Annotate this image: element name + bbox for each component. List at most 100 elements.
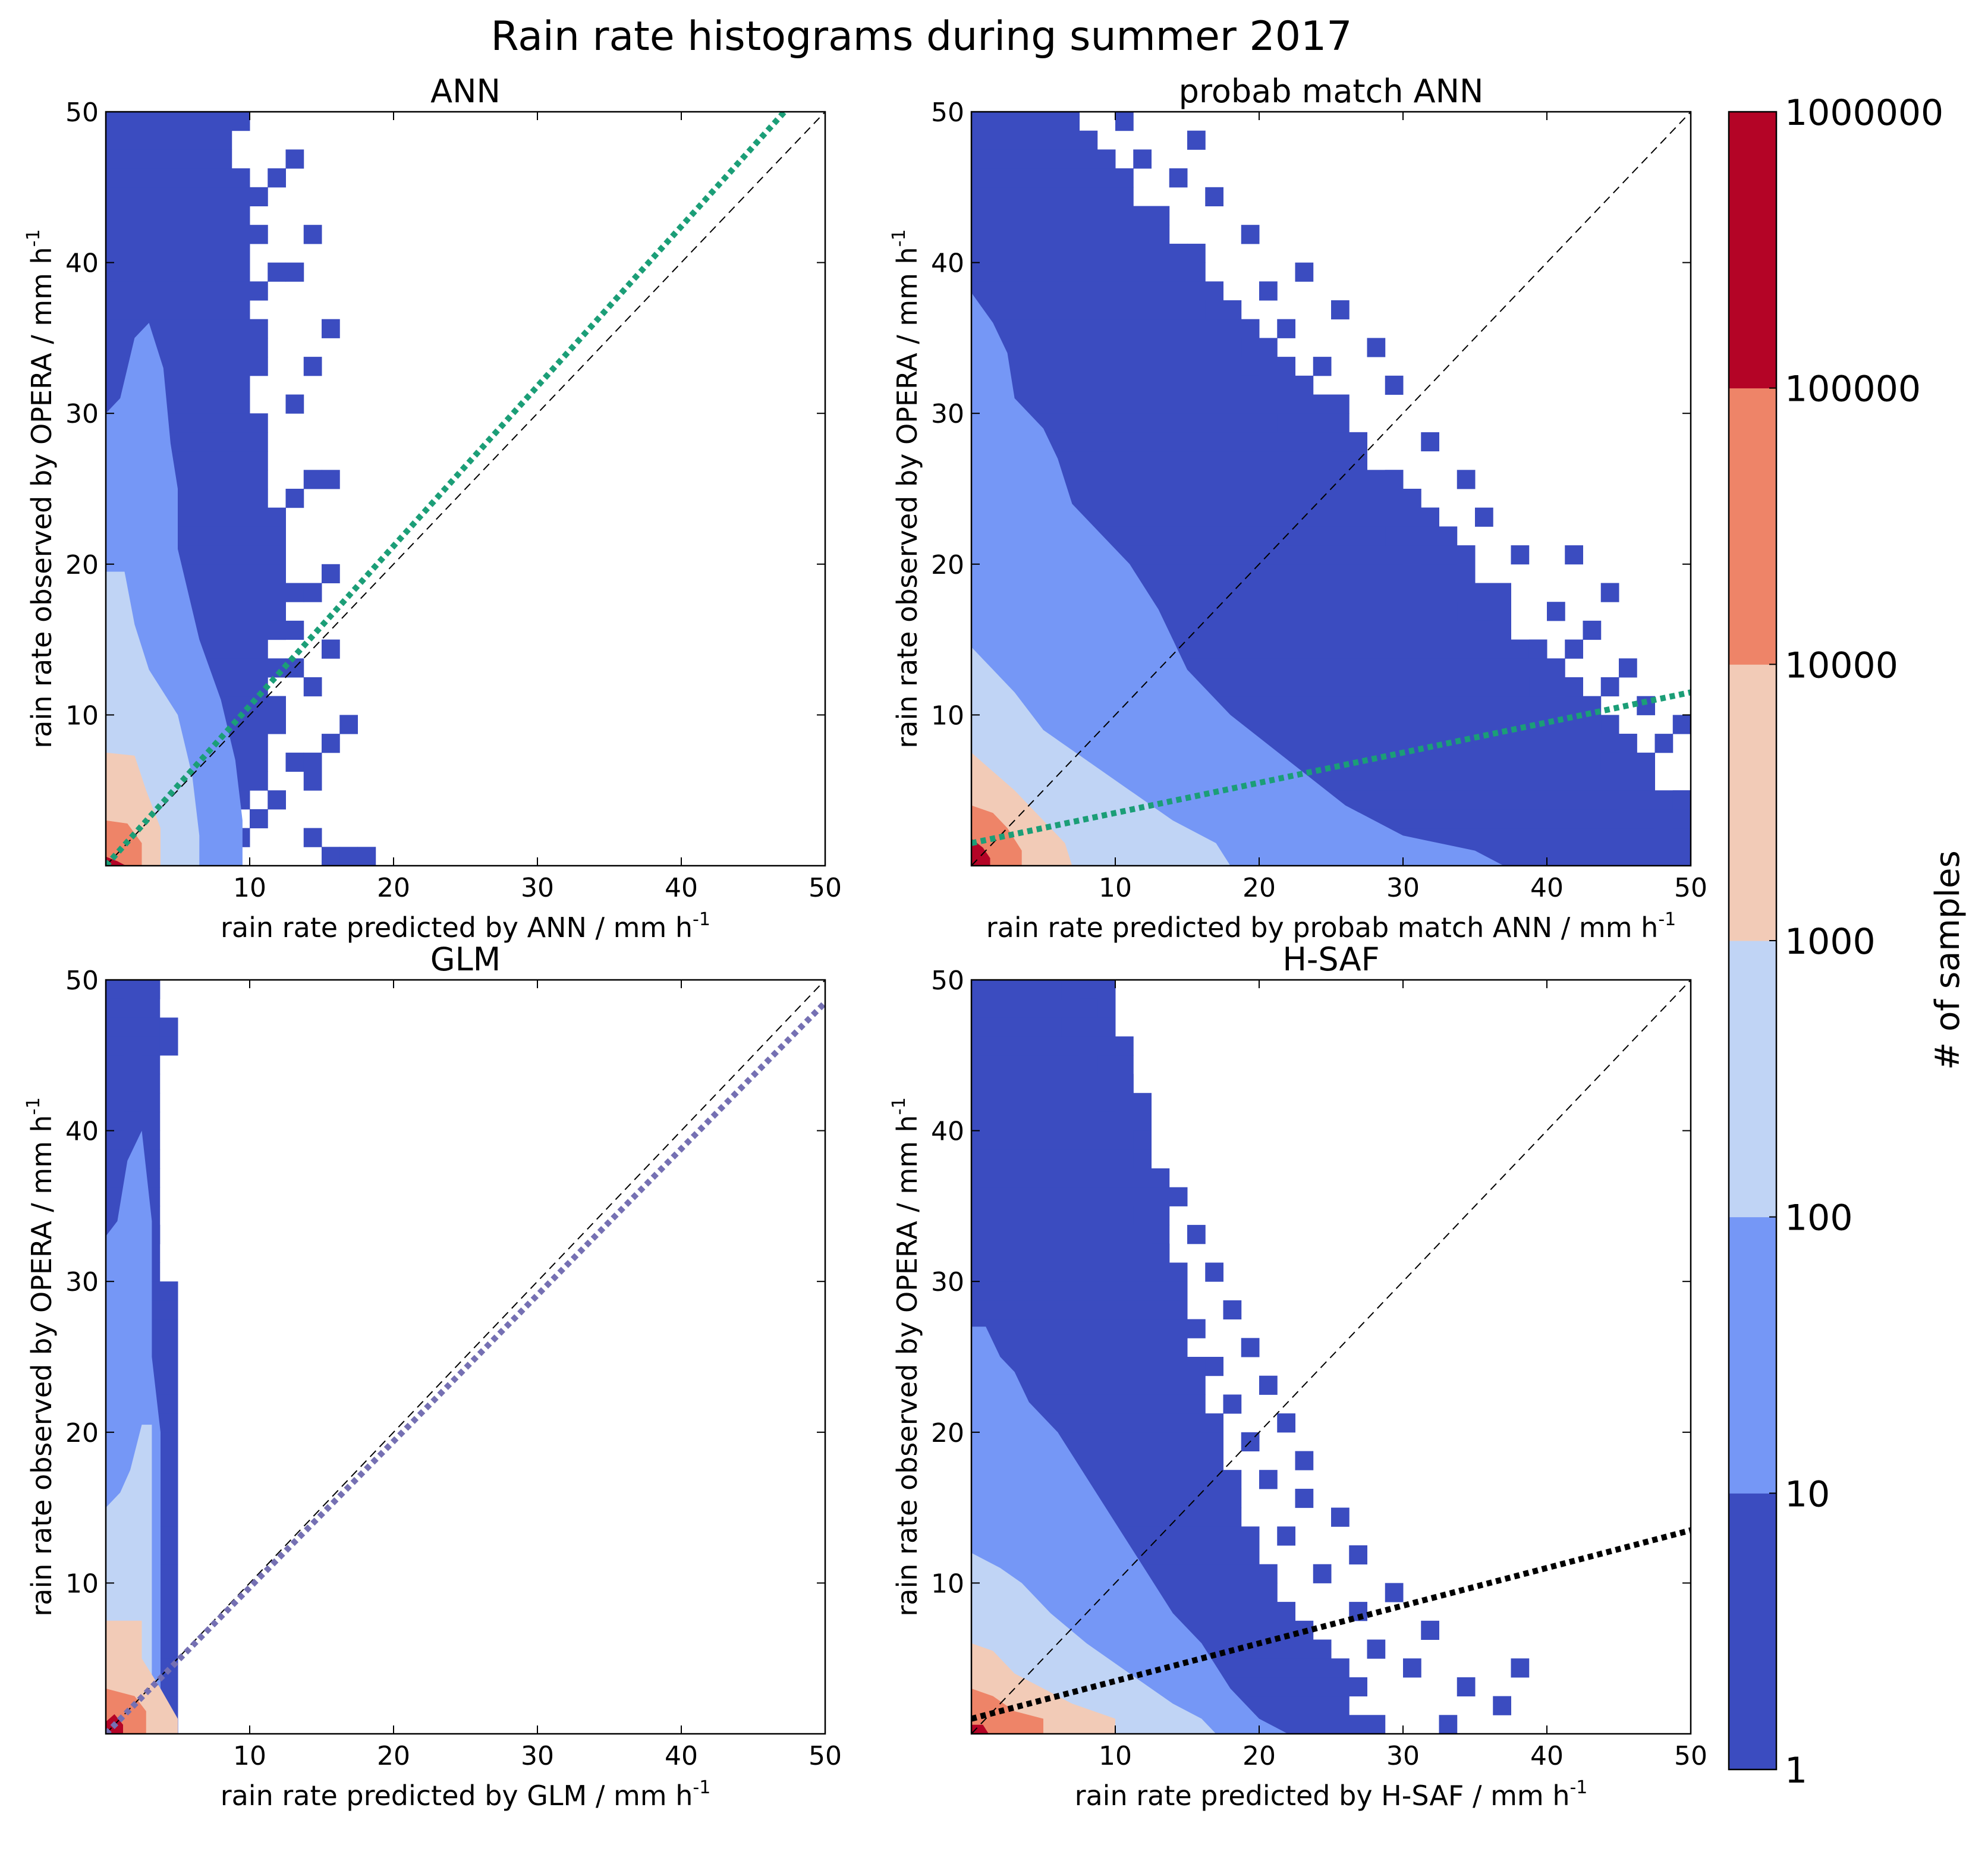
x-tick-label: 40 xyxy=(665,873,698,903)
heatmap-cell xyxy=(268,696,286,715)
colorbar-tick-label: 1000000 xyxy=(1785,92,1943,134)
heatmap-cell xyxy=(303,771,322,791)
heatmap-cell xyxy=(1367,1639,1386,1659)
y-tick-label: 30 xyxy=(931,1267,964,1297)
heatmap-cell xyxy=(285,752,304,772)
heatmap-cell xyxy=(124,1111,142,1131)
panel-title: ANN xyxy=(430,73,501,110)
x-axis-label: rain rate predicted by H-SAF / mm h-1 xyxy=(1075,1777,1588,1812)
heatmap-cell xyxy=(1169,1281,1188,1301)
heatmap-cell xyxy=(1511,1658,1530,1678)
x-tick-label: 10 xyxy=(1099,1741,1132,1771)
y-tick-label: 50 xyxy=(931,98,964,128)
heatmap-row xyxy=(971,149,1116,169)
heatmap-row xyxy=(971,319,1260,338)
heatmap-cell xyxy=(106,1168,124,1188)
heatmap-cell xyxy=(1043,980,1062,999)
heatmap-row xyxy=(971,1300,1188,1320)
heatmap-cell xyxy=(1187,1319,1206,1338)
heatmap-cell xyxy=(1421,432,1439,452)
heatmap-cell xyxy=(1241,225,1260,244)
panels: 10 20 30 40 50 10 20 30 40 50 ANN rain rate predict… xyxy=(23,73,1707,1812)
heatmap-cell xyxy=(1672,715,1691,734)
heatmap-row xyxy=(971,1187,1170,1206)
heatmap-row xyxy=(106,281,250,301)
plot-frame xyxy=(105,979,826,1735)
colorbar-segment xyxy=(1729,112,1776,389)
heatmap-cell xyxy=(357,847,376,866)
colorbar-segment xyxy=(1729,1493,1776,1770)
heatmap-cell xyxy=(322,319,340,338)
heatmap-cell xyxy=(1457,564,1476,583)
heatmap-cell xyxy=(1511,545,1530,565)
heatmap-row xyxy=(106,262,250,282)
heatmap-cell xyxy=(322,564,340,583)
heatmap-cell xyxy=(1421,1620,1439,1640)
heatmap-cell xyxy=(1115,1149,1134,1169)
heatmap-cell xyxy=(1259,1470,1278,1489)
heatmap-row xyxy=(106,300,250,320)
heatmap-cell xyxy=(1331,489,1350,508)
heatmap-cell xyxy=(1600,752,1619,772)
heatmap-cell xyxy=(106,1130,124,1150)
heatmap-cell xyxy=(1295,1488,1314,1508)
heatmap-row xyxy=(971,375,1314,395)
heatmap-cell xyxy=(159,1017,178,1037)
heatmap-cell xyxy=(1187,130,1206,150)
y-tick-label: 20 xyxy=(65,1418,99,1448)
colorbar-tick-label: 100 xyxy=(1785,1197,1853,1239)
heatmap-cell xyxy=(1457,1677,1476,1697)
colorbar-tick-label: 1000 xyxy=(1785,921,1876,963)
heatmap-cell xyxy=(1169,1187,1188,1206)
heatmap-cell xyxy=(1133,1130,1152,1150)
y-axis-label: rain rate observed by OPERA / mm h-1 xyxy=(889,1097,923,1616)
heatmap-cell xyxy=(141,980,161,999)
heatmap-cell xyxy=(1097,1036,1116,1056)
heatmap-cell xyxy=(1349,432,1367,452)
heatmap-cell xyxy=(1619,734,1637,753)
heatmap-cell xyxy=(1223,338,1242,357)
heatmap-cell xyxy=(1295,1451,1314,1470)
heatmap-cell xyxy=(1439,1715,1458,1734)
x-tick-label: 20 xyxy=(1242,1741,1276,1771)
heatmap-row xyxy=(971,1243,1170,1263)
heatmap-cell xyxy=(303,828,322,847)
heatmap-cell xyxy=(1277,413,1295,433)
heatmap-cell xyxy=(303,225,322,244)
heatmap-cell xyxy=(1583,620,1602,640)
heatmap-cell xyxy=(1619,658,1637,678)
regression-line xyxy=(971,689,1691,846)
heatmap-band xyxy=(971,647,1231,866)
heatmap-row xyxy=(971,300,1242,320)
heatmap-cell xyxy=(1619,809,1637,829)
x-tick-label: 30 xyxy=(521,873,554,903)
heatmap-band xyxy=(971,293,1504,866)
x-tick-label: 30 xyxy=(521,1741,554,1771)
heatmap-cell xyxy=(303,583,322,602)
panel-1: 10 20 30 40 50 10 20 30 40 50 ANN rain rate predict… xyxy=(23,73,842,944)
heatmap-row xyxy=(971,1338,1188,1357)
heatmap-row xyxy=(971,187,1134,206)
y-tick-label: 50 xyxy=(65,98,99,128)
heatmap-cell xyxy=(285,394,304,414)
heatmap-cell xyxy=(1565,545,1583,565)
heatmap-cell xyxy=(1277,1526,1295,1546)
y-tick-label: 10 xyxy=(931,700,964,731)
heatmap-row xyxy=(971,1262,1188,1282)
heatmap-cell xyxy=(106,998,124,1018)
heatmap-row xyxy=(106,319,268,338)
heatmap-row xyxy=(971,1319,1188,1338)
y-tick-label: 40 xyxy=(65,1117,99,1147)
heatmap-row xyxy=(971,1055,1134,1074)
heatmap-cell xyxy=(1403,1658,1421,1678)
heatmap-cell xyxy=(1367,338,1386,357)
plot-frame xyxy=(970,979,1692,1735)
heatmap-row xyxy=(106,149,232,169)
heatmap-cell xyxy=(1475,507,1493,527)
heatmap-cell xyxy=(1349,1545,1367,1565)
heatmap-cell xyxy=(1672,790,1691,810)
x-tick-label: 10 xyxy=(233,1741,266,1771)
heatmap-cell xyxy=(285,262,304,282)
heatmap-cell xyxy=(1151,206,1170,225)
heatmap-cell xyxy=(339,847,358,866)
